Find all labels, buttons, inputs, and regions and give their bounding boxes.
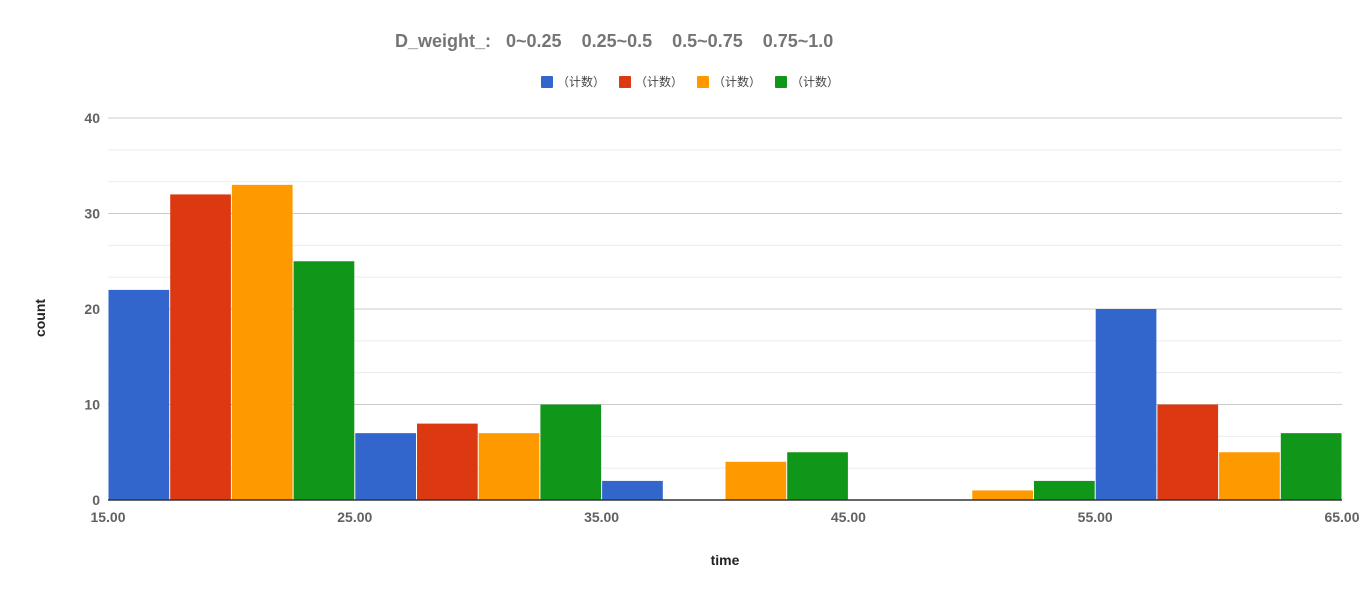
x-tick-label: 15.00 (90, 509, 125, 525)
legend-item-series-1[interactable]: （计数） (541, 73, 605, 90)
legend-label-series-2: （计数） (635, 75, 684, 89)
bar (1034, 480, 1095, 500)
bar (108, 289, 170, 500)
legend-label-series-1: （计数） (557, 75, 606, 89)
legend-swatch-series-1 (541, 75, 553, 88)
bar (1219, 452, 1280, 500)
legend-item-series-2[interactable]: （计数） (619, 73, 683, 90)
x-tick-label: 35.00 (584, 509, 619, 525)
x-tick-label: 25.00 (337, 509, 372, 525)
bar (1280, 433, 1342, 500)
bar (293, 261, 355, 500)
x-tick-label: 55.00 (1078, 509, 1113, 525)
bar (787, 452, 848, 500)
bar (417, 423, 478, 500)
legend-swatch-series-3 (697, 75, 710, 88)
y-tick-label: 30 (84, 206, 100, 222)
legend-label-series-3: （计数） (713, 75, 762, 89)
legend-swatch-series-2 (619, 75, 632, 88)
legend: （计数） （计数） （计数） （计数） (541, 73, 839, 90)
x-tick-label: 65.00 (1324, 509, 1359, 525)
bar (540, 404, 602, 500)
legend-swatch-series-4 (775, 75, 788, 88)
legend-item-series-4[interactable]: （计数） (775, 73, 839, 90)
bar (602, 480, 663, 500)
bar (1095, 309, 1157, 500)
legend-item-series-3[interactable]: （计数） (697, 73, 761, 90)
y-tick-label: 0 (92, 492, 100, 508)
bar (972, 490, 1033, 500)
bar (355, 433, 416, 500)
chart-title: D_weight_: 0~0.25 0.25~0.5 0.5~0.75 0.75… (395, 31, 834, 51)
y-tick-label: 20 (84, 301, 100, 317)
legend-label-series-4: （计数） (791, 75, 840, 89)
y-tick-label: 10 (84, 397, 100, 413)
bar (170, 194, 231, 500)
bar (1157, 404, 1219, 500)
bar (231, 184, 293, 500)
bar (725, 461, 787, 500)
bar (478, 433, 540, 500)
x-tick-label: 45.00 (831, 509, 866, 525)
x-axis-label: time (710, 552, 740, 568)
y-tick-label: 40 (84, 110, 100, 126)
